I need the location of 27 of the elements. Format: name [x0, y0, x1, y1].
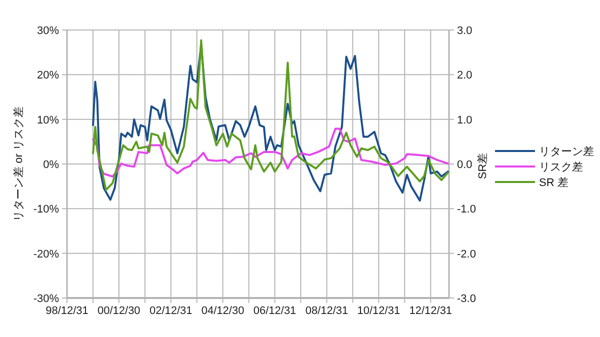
- y-tick-label: 10%: [36, 114, 60, 126]
- y2-tick-label: -3.0: [457, 293, 476, 305]
- y-axis-title: リターン差 or リスク差: [13, 106, 25, 222]
- x-tick-label: 02/12/31: [149, 305, 192, 317]
- y2-axis-title: SR差: [477, 152, 489, 180]
- y2-tick-label: 0.0: [457, 159, 472, 171]
- x-tick-label: 12/12/31: [409, 305, 452, 317]
- y-tick-label: -20%: [33, 248, 60, 260]
- y-tick-label: 20%: [36, 70, 60, 82]
- y-tick-label: 30%: [36, 25, 60, 37]
- y-tick-label: -30%: [33, 293, 60, 305]
- y2-tick-label: -2.0: [457, 248, 476, 260]
- y2-tick-label: 1.0: [457, 114, 472, 126]
- legend-label: リスク差: [539, 162, 583, 174]
- legend-label: リターン差: [539, 146, 594, 158]
- y2-tick-label: 2.0: [457, 70, 472, 82]
- legend-label: SR 差: [539, 177, 568, 189]
- y-tick-label: -10%: [33, 204, 60, 216]
- x-tick-label: 06/12/31: [253, 305, 296, 317]
- y-tick-label: 0%: [43, 159, 60, 171]
- x-tick-label: 00/12/30: [97, 305, 140, 317]
- x-tick-label: 04/12/30: [201, 305, 244, 317]
- y2-tick-label: 3.0: [457, 25, 472, 37]
- y2-tick-label: -1.0: [457, 204, 476, 216]
- x-tick-label: 10/12/31: [357, 305, 400, 317]
- x-tick-label: 08/12/31: [305, 305, 348, 317]
- x-tick-label: 98/12/31: [46, 305, 88, 317]
